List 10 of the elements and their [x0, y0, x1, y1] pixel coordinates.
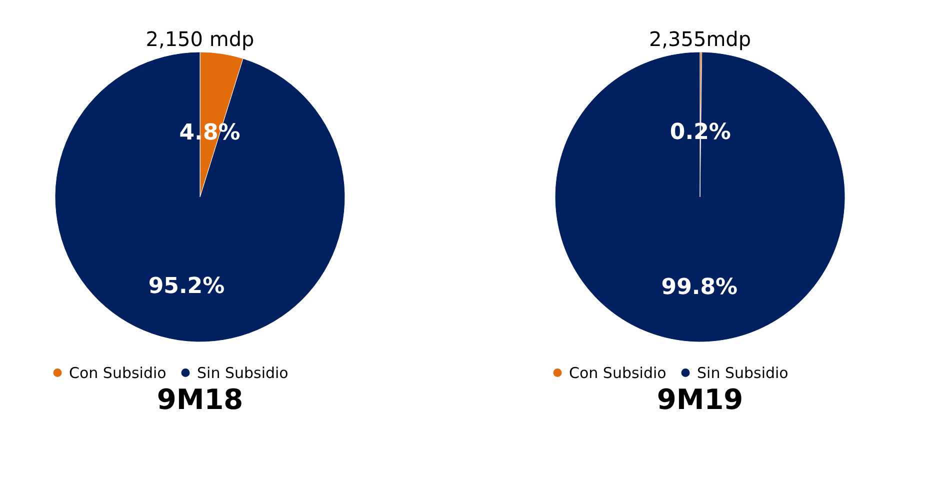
text: 2,355mdp [648, 27, 752, 51]
legend-label: Con Subsidio [69, 364, 166, 382]
legend-label: Sin Subsidio [697, 364, 788, 382]
data-label: 95.2% [148, 274, 225, 299]
legend-label: Sin Subsidio [197, 364, 288, 382]
data-label: 99.8% [661, 274, 738, 300]
text: 9M19 [656, 383, 744, 416]
legend-label: Con Subsidio [569, 364, 666, 382]
text: 9M18 [156, 383, 244, 416]
text: 2,150 mdp [146, 27, 254, 51]
